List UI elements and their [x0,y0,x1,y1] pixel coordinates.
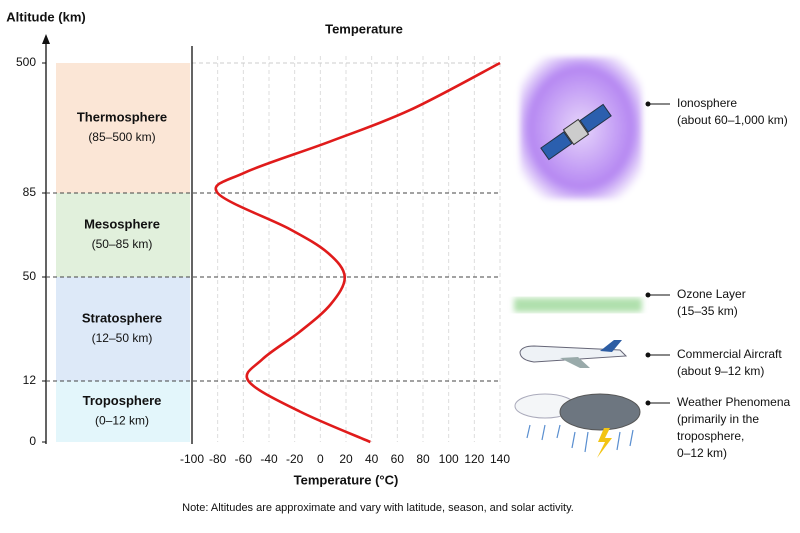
x-axis-label: Temperature (°C) [294,472,399,487]
layer-name: Mesosphere [84,216,160,231]
layer-band [56,63,190,193]
annotation-text: Ionosphere [677,96,737,110]
ozone-illustration [514,298,642,312]
x-tick-label: 0 [317,452,324,466]
annotation-text: (primarily in the [677,412,759,426]
x-tick-label: 140 [490,452,510,466]
ionosphere-illustration [520,57,642,199]
x-tick-label: 120 [464,452,484,466]
note: Note: Altitudes are approximate and vary… [182,502,574,514]
x-tick-label: -60 [235,452,253,466]
layer-band [56,277,190,381]
x-tick-label: -80 [209,452,227,466]
y-axis-arrow [42,34,50,44]
annotation-text: troposphere, [677,429,744,443]
y-tick-label: 500 [16,55,36,69]
x-tick-label: -100 [180,452,204,466]
weather-illustration [514,393,641,458]
x-tick-label: 80 [416,452,430,466]
layer-range: (85–500 km) [88,130,155,144]
annotation-text: 0–12 km) [677,446,727,460]
layer-name: Troposphere [83,393,162,408]
layer-band [56,381,190,442]
y-tick-label: 12 [23,373,37,387]
annotation-text: (15–35 km) [677,304,738,318]
annotation-text: Commercial Aircraft [677,347,782,361]
layer-range: (12–50 km) [92,331,153,345]
x-tick-label: 60 [391,452,405,466]
chart-title: Temperature [325,21,403,36]
x-tick-label: 100 [439,452,459,466]
x-tick-label: -40 [260,452,278,466]
layer-range: (50–85 km) [92,237,153,251]
y-tick-label: 0 [29,434,36,448]
aircraft-illustration [519,340,628,368]
y-tick-label: 85 [23,185,37,199]
annotation-text: Weather Phenomena [677,395,791,409]
layer-name: Stratosphere [82,310,162,325]
x-tick-label: -20 [286,452,304,466]
temperature-line [214,61,501,444]
annotation-text: (about 60–1,000 km) [677,113,788,127]
annotation-text: Ozone Layer [677,287,746,301]
layer-band [56,193,190,277]
annotation-text: (about 9–12 km) [677,364,764,378]
x-tick-label: 40 [365,452,379,466]
x-tick-label: 20 [339,452,353,466]
y-axis-label: Altitude (km) [6,9,85,24]
layer-name: Thermosphere [77,109,167,124]
layer-range: (0–12 km) [95,414,149,428]
y-tick-label: 50 [23,269,37,283]
